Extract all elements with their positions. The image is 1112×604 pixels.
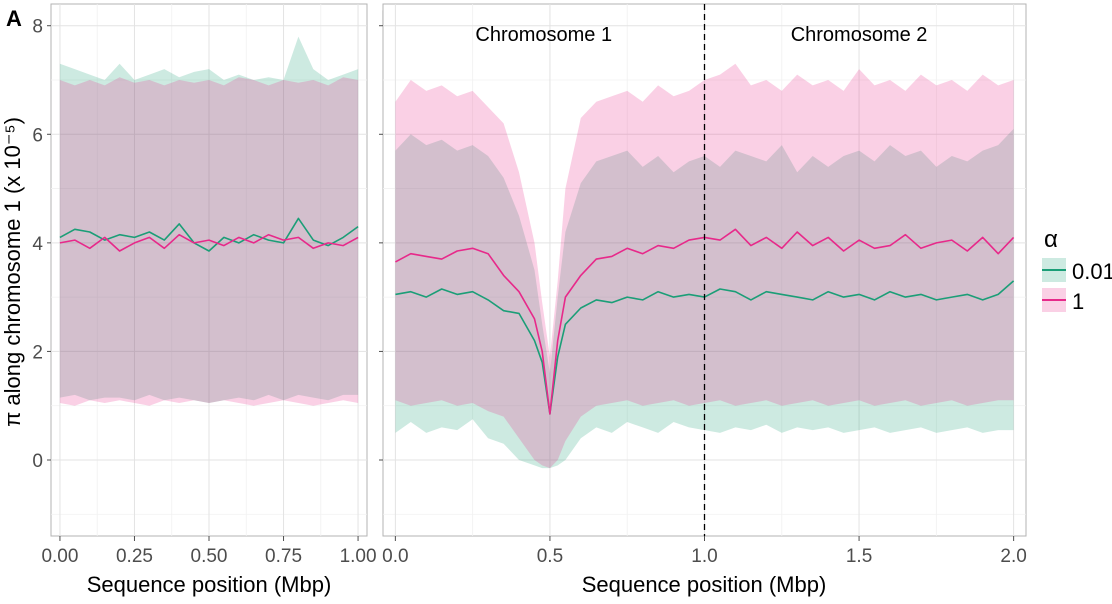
panel-b-y-ticks bbox=[379, 25, 383, 461]
x-tick-label: 1.00 bbox=[340, 546, 377, 567]
panel-b-x-ticks: 0.0 0.5 1.0 1.5 2.0 bbox=[382, 536, 1027, 567]
panel-a-y-ticks: 0 2 4 6 8 bbox=[32, 17, 51, 472]
y-axis-title: π along chromosome 1 (x 10⁻⁵) bbox=[0, 117, 25, 427]
y-tick-label: 0 bbox=[32, 451, 43, 472]
panel-b-x-axis-title: Sequence position (Mbp) bbox=[582, 572, 827, 597]
y-tick-label: 8 bbox=[32, 17, 43, 38]
panel-a-bands bbox=[59, 36, 359, 406]
y-tick-label: 2 bbox=[32, 342, 43, 363]
mean-line-0.01 bbox=[395, 280, 1015, 415]
x-tick-label: 0.00 bbox=[41, 546, 78, 567]
x-tick-label: 0.0 bbox=[382, 546, 408, 567]
legend-label-1: 1 bbox=[1072, 289, 1084, 314]
mean-line-1 bbox=[395, 228, 1015, 415]
panel-a-x-ticks: 0.00 0.25 0.50 0.75 1.00 bbox=[41, 536, 377, 567]
chromosome-label: Chromosome 2 bbox=[791, 24, 928, 46]
panel-a: A 0 2 4 6 8 0.00 0.25 0.50 0.75 1.00 Sequence po… bbox=[0, 3, 377, 597]
y-tick-label: 4 bbox=[32, 234, 43, 255]
x-tick-label: 2.0 bbox=[1000, 546, 1026, 567]
panel-a-tag: A bbox=[6, 6, 22, 31]
ribbon-1 bbox=[59, 77, 359, 406]
panel-a-x-axis-title: Sequence position (Mbp) bbox=[87, 572, 332, 597]
panel-b-annotations: Chromosome 1 Chromosome 2 bbox=[475, 24, 927, 46]
panel-b-grid bbox=[383, 4, 1026, 536]
ribbon-0.01 bbox=[59, 36, 359, 403]
legend-title: α bbox=[1044, 226, 1058, 253]
y-tick-label: 6 bbox=[32, 125, 43, 146]
x-tick-label: 1.0 bbox=[691, 546, 717, 567]
panel-b-lines bbox=[395, 228, 1015, 415]
x-tick-label: 0.5 bbox=[537, 546, 563, 567]
panel-a-lines bbox=[59, 217, 359, 252]
x-tick-label: 0.25 bbox=[116, 546, 153, 567]
mean-line-0.01 bbox=[59, 217, 359, 252]
chromosome-label: Chromosome 1 bbox=[475, 24, 612, 46]
x-tick-label: 0.75 bbox=[265, 546, 302, 567]
panel-a-grid bbox=[51, 4, 367, 536]
x-tick-label: 0.50 bbox=[191, 546, 228, 567]
x-tick-label: 1.5 bbox=[846, 546, 872, 567]
mean-line-1 bbox=[59, 233, 359, 252]
legend: α 0.01 1 bbox=[1042, 226, 1112, 314]
legend-label-0.01: 0.01 bbox=[1072, 259, 1112, 284]
